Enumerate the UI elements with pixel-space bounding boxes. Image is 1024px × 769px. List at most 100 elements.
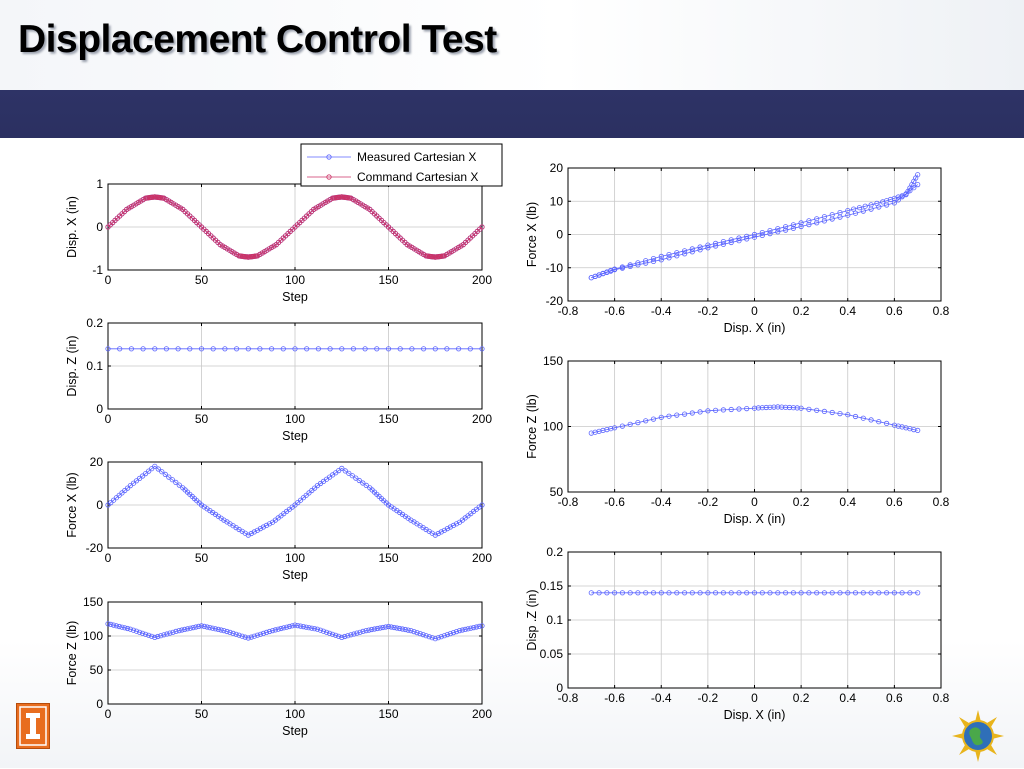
- data-point: [604, 590, 610, 596]
- data-point: [140, 630, 146, 636]
- series-line: [591, 184, 918, 279]
- data-point: [751, 231, 758, 238]
- data-point: [689, 410, 695, 416]
- data-point: [782, 227, 789, 233]
- data-point: [363, 482, 369, 488]
- data-point: [479, 224, 485, 230]
- data-point: [771, 404, 777, 410]
- data-point: [895, 423, 901, 429]
- data-point: [342, 633, 348, 640]
- data-point: [658, 590, 664, 596]
- axes-box: [567, 360, 942, 493]
- data-point: [289, 623, 295, 629]
- data-point: [611, 425, 618, 431]
- data-point: [374, 625, 380, 632]
- x-tick-label: 100: [285, 273, 305, 287]
- data-point: [248, 530, 254, 537]
- x-tick-label: 0: [105, 551, 112, 565]
- data-point: [674, 590, 680, 596]
- data-point: [397, 346, 403, 352]
- axes-box: [107, 322, 483, 410]
- data-point: [432, 346, 438, 352]
- data-point: [479, 623, 485, 629]
- data-point: [782, 590, 789, 596]
- data-point: [627, 421, 633, 427]
- x-tick-label: 100: [285, 551, 305, 565]
- data-point: [821, 408, 828, 414]
- data-point: [790, 590, 797, 596]
- y-tick-label: 0.15: [540, 579, 564, 593]
- x-tick-label: 100: [285, 412, 305, 426]
- data-point: [187, 346, 193, 352]
- data-point: [348, 632, 354, 638]
- data-point: [362, 346, 368, 352]
- data-point: [360, 480, 366, 486]
- x-tick-label: 0.8: [933, 304, 950, 318]
- data-point: [234, 346, 240, 352]
- legend-marker: [326, 154, 332, 160]
- data-point: [146, 632, 152, 638]
- data-point: [158, 633, 164, 639]
- data-point: [453, 521, 460, 527]
- data-point: [170, 629, 176, 635]
- data-point: [167, 630, 173, 636]
- data-point: [269, 627, 276, 634]
- data-point: [210, 346, 216, 352]
- data-point: [371, 626, 378, 632]
- legend: Measured Cartesian X Command Cartesian X: [300, 143, 503, 187]
- data-point: [275, 626, 281, 632]
- data-point: [915, 590, 921, 596]
- data-point: [182, 626, 188, 632]
- university-logo-icon: [16, 703, 50, 749]
- data-point: [658, 414, 664, 420]
- data-point: [227, 629, 233, 635]
- x-tick-label: 100: [285, 707, 305, 721]
- data-point: [907, 188, 913, 194]
- data-point: [198, 623, 205, 629]
- data-point: [339, 634, 345, 640]
- data-point: [627, 263, 633, 269]
- data-point: [845, 412, 851, 418]
- x-tick-label: 50: [195, 707, 209, 721]
- data-point: [278, 625, 284, 632]
- data-point: [666, 413, 672, 419]
- y-axis-label: Force Z (lb): [525, 394, 539, 459]
- data-point: [133, 628, 140, 634]
- data-point: [915, 427, 921, 433]
- x-tick-label: 0.4: [839, 691, 856, 705]
- data-point: [420, 346, 427, 352]
- data-point: [245, 532, 251, 538]
- data-point: [845, 212, 851, 218]
- data-point: [369, 626, 375, 633]
- data-point: [351, 631, 357, 637]
- data-point: [327, 346, 333, 352]
- data-point: [417, 630, 423, 637]
- data-point: [349, 473, 355, 479]
- data-point: [751, 234, 758, 240]
- data-point: [790, 405, 797, 411]
- data-point: [152, 634, 158, 640]
- data-point: [806, 406, 812, 412]
- data-point: [467, 346, 473, 352]
- data-point: [360, 628, 366, 634]
- data-point: [806, 222, 812, 228]
- data-point: [176, 482, 182, 488]
- data-point: [821, 218, 828, 224]
- y-axis-label: Disp. Z (in): [65, 335, 79, 396]
- data-point: [201, 623, 207, 629]
- y-tick-label: 0: [96, 402, 103, 416]
- data-point: [479, 346, 485, 352]
- header-band: [0, 90, 1024, 138]
- data-point: [876, 204, 882, 210]
- data-point: [260, 630, 266, 636]
- y-tick-label: -10: [546, 261, 564, 275]
- y-tick-label: 0: [96, 498, 103, 512]
- data-point: [821, 590, 828, 596]
- data-point: [295, 622, 301, 629]
- data-point: [117, 346, 123, 352]
- data-point: [169, 477, 175, 483]
- data-point: [356, 477, 362, 484]
- x-tick-label: 0.6: [886, 691, 903, 705]
- data-point: [215, 626, 221, 632]
- data-point: [438, 529, 444, 535]
